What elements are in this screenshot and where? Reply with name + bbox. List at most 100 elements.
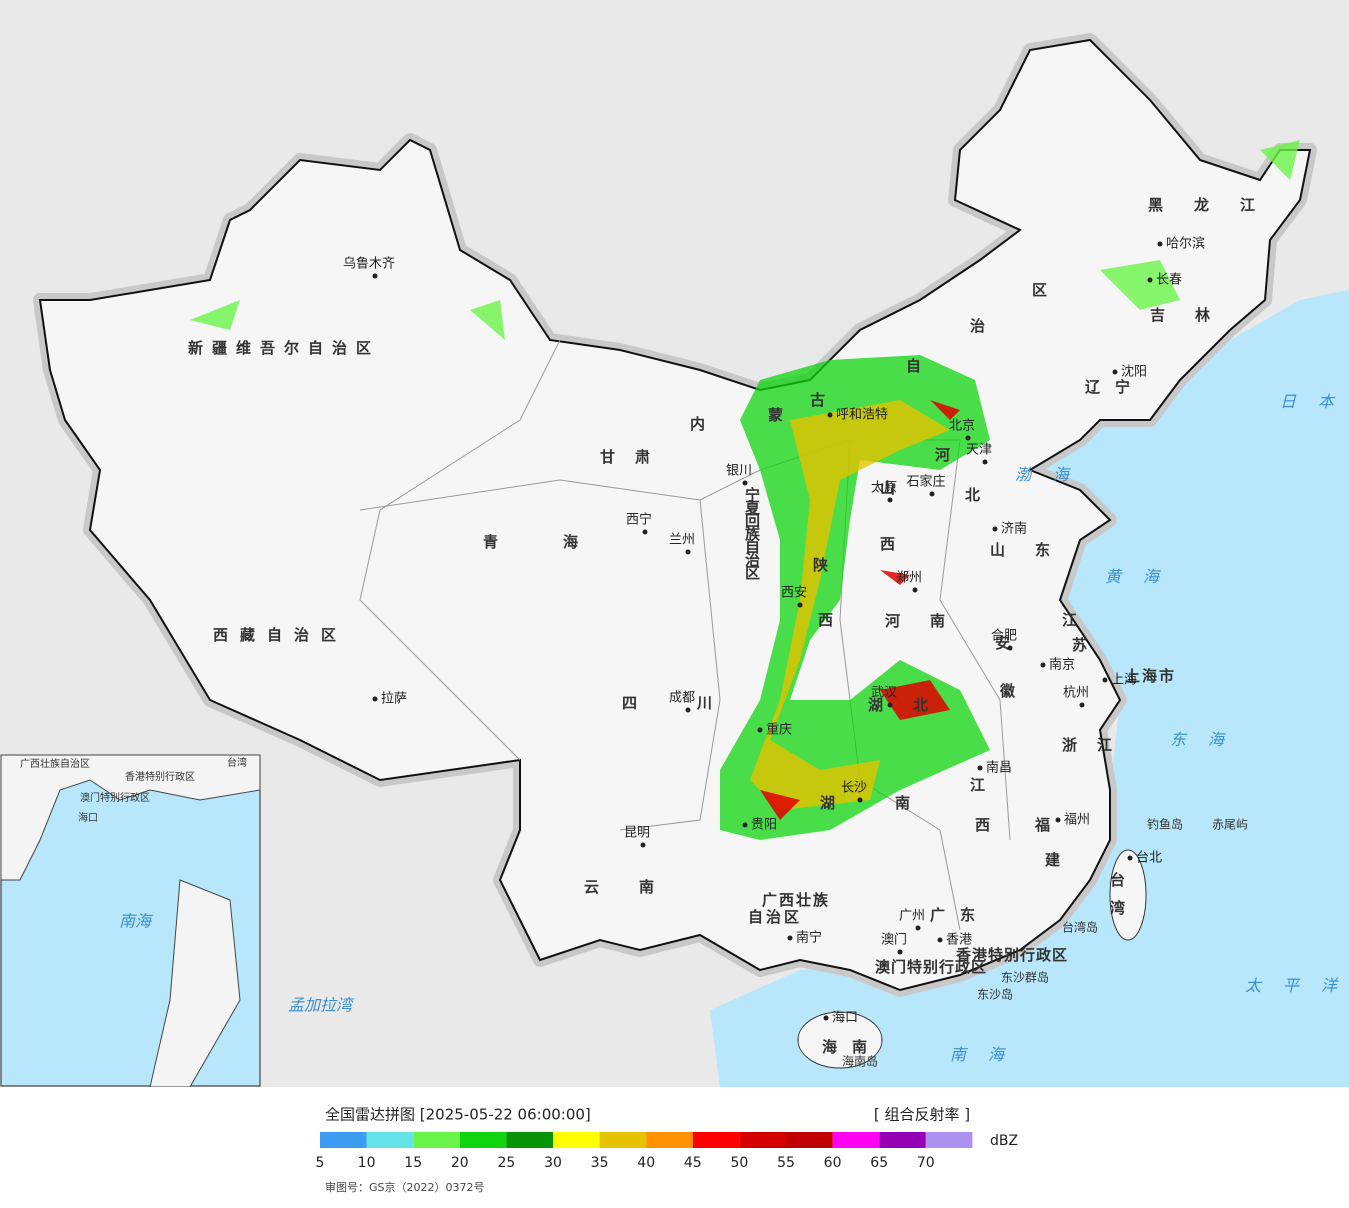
legend-unit: dBZ: [990, 1133, 1018, 1149]
legend-tick: 30: [544, 1155, 562, 1171]
city-label: 石家庄: [906, 474, 945, 490]
city-label: 西宁: [626, 512, 652, 528]
city-label: 上海: [1111, 673, 1137, 688]
city-label: 福州: [1064, 813, 1090, 828]
legend-swatch: [506, 1132, 553, 1148]
legend-swatch: [879, 1132, 926, 1148]
legend-tick: 20: [451, 1155, 469, 1171]
province-label: 安徽: [995, 634, 1016, 700]
border: [619, 499, 721, 831]
sea-label: 赤尾屿: [1212, 818, 1248, 832]
sea-label: 海南岛: [842, 1054, 878, 1069]
city-label: 南宁: [796, 930, 822, 946]
border: [359, 339, 561, 761]
city-dot: [372, 273, 378, 279]
china-border: [38, 38, 1312, 992]
legend-swatch: [553, 1132, 600, 1148]
echo-yellow: [750, 400, 950, 810]
approval-number: 审图号：GS京（2022）0372号: [325, 1180, 485, 1194]
city-label: 太原: [871, 481, 897, 496]
city-dot: [685, 549, 691, 555]
province-label: 辽宁: [1085, 378, 1130, 396]
province-label: 甘肃: [600, 448, 650, 466]
taiwan: [1109, 849, 1147, 941]
province-label: 江西: [970, 776, 990, 834]
city-label: 澳门: [881, 932, 907, 948]
city-label: 郑州: [896, 571, 922, 586]
sea-label: 钓鱼岛: [1147, 817, 1183, 832]
province-label: 太平洋: [1245, 976, 1339, 995]
inset-label: 南海: [119, 912, 153, 931]
city-dot: [642, 529, 648, 535]
city-label: 广州: [899, 909, 925, 924]
province-label: 上海市: [1125, 667, 1174, 685]
legend-tick: 50: [730, 1155, 748, 1171]
city-dot: [992, 526, 998, 532]
city-dot: [1055, 817, 1061, 823]
province-label: 内蒙古自治区: [690, 281, 1047, 433]
legend-tick: 15: [404, 1155, 422, 1171]
city-dot: [857, 797, 863, 803]
legend-tick: 10: [358, 1155, 376, 1171]
province-label: 宁夏回族自治区: [744, 486, 761, 582]
province-label: 澳门特别行政区: [875, 958, 986, 976]
city-label: 长春: [1156, 273, 1182, 288]
echo-green: [720, 355, 990, 840]
legend-tick: 70: [917, 1155, 935, 1171]
city-dot: [1102, 677, 1108, 683]
province-label: 福建: [1034, 816, 1061, 869]
sea-label: 东沙群岛: [1001, 970, 1049, 985]
city-label: 南昌: [986, 760, 1012, 776]
city-label: 南京: [1049, 657, 1075, 673]
city-dot: [757, 727, 763, 733]
city-dot: [887, 702, 893, 708]
city-dot: [372, 696, 378, 702]
province-label: 南海: [950, 1045, 1006, 1064]
sea-label: 东沙岛: [977, 987, 1013, 1002]
legend-tick: 40: [637, 1155, 655, 1171]
echo-red: [760, 400, 960, 820]
city-label: 海口: [832, 1011, 858, 1026]
city-dot: [1079, 702, 1085, 708]
legend-swatch: [413, 1132, 460, 1148]
province-label: 吉林: [1150, 306, 1211, 324]
province-label: 山西: [880, 479, 895, 553]
province-label: 黑龙江: [1148, 196, 1255, 214]
legend-tick: 60: [824, 1155, 842, 1171]
province-label: 广西壮族自治区: [748, 891, 829, 926]
province-label: 香港特别行政区: [956, 946, 1067, 964]
legend-swatch: [786, 1132, 833, 1148]
city-label: 贵阳: [751, 818, 777, 833]
legend-tick: 35: [591, 1155, 609, 1171]
province-label: 陕西: [813, 556, 833, 629]
legend-swatch: [925, 1132, 973, 1148]
city-label: 武汉: [871, 686, 897, 701]
city-dot: [897, 949, 903, 955]
city-dot: [937, 937, 943, 943]
city-label: 呼和浩特: [836, 408, 888, 423]
city-label: 重庆: [766, 722, 792, 738]
inset-land: [0, 754, 261, 881]
city-label: 成都: [669, 691, 695, 706]
city-dot: [1127, 855, 1133, 861]
province-label: 黄海: [1105, 567, 1161, 586]
province-label: 河北: [935, 446, 980, 504]
city-dot: [1157, 241, 1163, 247]
legend-tick: 45: [684, 1155, 702, 1171]
city-label: 杭州: [1063, 686, 1089, 701]
province-label: 湖南: [820, 794, 910, 812]
legend-swatch: [366, 1132, 414, 1148]
province-label: 新疆维吾尔自治区: [188, 339, 371, 357]
city-dot: [797, 602, 803, 608]
inset-label: 澳门特别行政区: [80, 791, 150, 804]
city-label: 北京: [949, 419, 975, 434]
city-label: 香港: [946, 933, 972, 948]
city-dot: [827, 412, 833, 418]
legend-title: 全国雷达拼图 [2025-05-22 06:00:00]: [325, 1106, 591, 1124]
ocean: [710, 290, 1349, 1087]
city-label: 长沙: [841, 781, 867, 796]
legend-tick: 65: [870, 1155, 888, 1171]
city-dot: [1147, 277, 1153, 283]
city-dot: [1040, 662, 1046, 668]
city-dot: [685, 707, 691, 713]
